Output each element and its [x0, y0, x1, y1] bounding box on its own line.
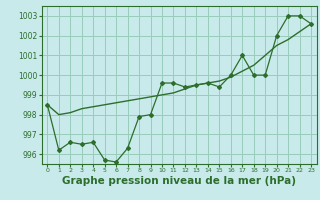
X-axis label: Graphe pression niveau de la mer (hPa): Graphe pression niveau de la mer (hPa): [62, 176, 296, 186]
